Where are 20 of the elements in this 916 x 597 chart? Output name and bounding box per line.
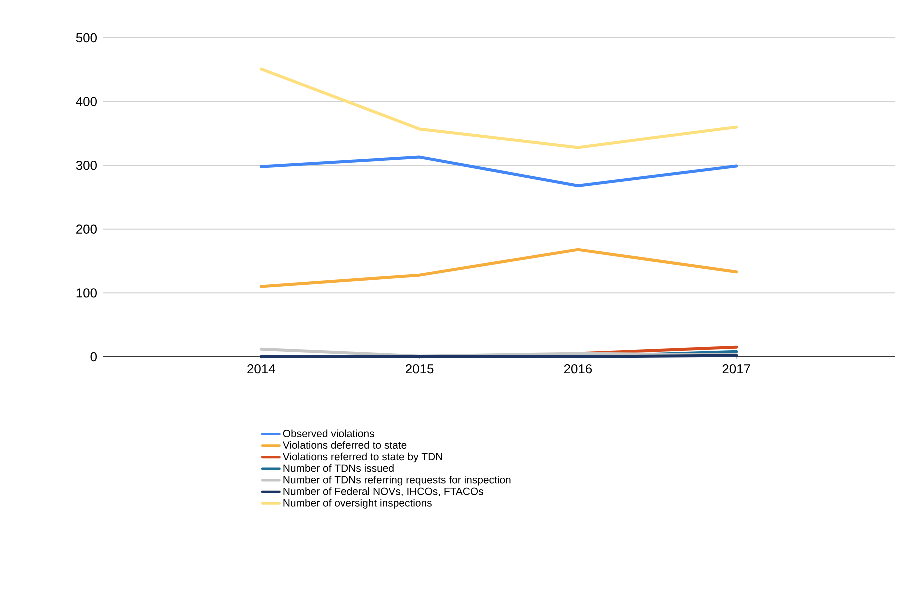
legend-label: Violations deferred to state [282, 441, 407, 450]
line-series [260, 248, 738, 288]
line-series [260, 156, 738, 188]
y-tick-label: 300 [76, 161, 97, 170]
legend-label: Number of TDNs issued [284, 464, 394, 472]
x-tick-label: 2014 [248, 364, 276, 374]
legend-label: Number of TDNs referring requests for inspection [284, 476, 511, 486]
legend-label: Number of Federal NOVs, IHCOs, FTACOs [284, 488, 484, 496]
legend-label: Violations referred to state by TDN [282, 452, 442, 463]
line-series [260, 68, 738, 150]
y-tick-label: 500 [76, 33, 97, 43]
x-tick-label: 2016 [564, 364, 592, 374]
y-tick-label: 400 [76, 97, 97, 106]
y-tick-label: 0 [90, 352, 97, 362]
legend-label: Number of oversight inspections [284, 499, 432, 509]
x-tick-label: 2017 [722, 364, 750, 374]
x-tick-label: 2015 [406, 364, 434, 374]
y-tick-label: 100 [76, 288, 97, 298]
legend-label: Observed violations [283, 430, 374, 438]
y-tick-label: 200 [76, 224, 97, 234]
